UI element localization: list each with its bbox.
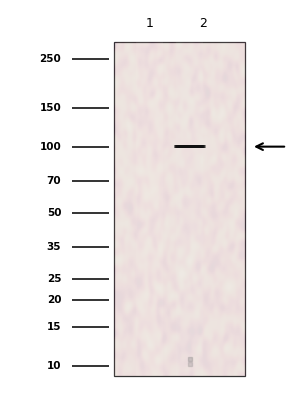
Bar — [136, 42, 163, 376]
Text: 70: 70 — [47, 176, 61, 186]
Text: 250: 250 — [39, 54, 61, 64]
Text: 35: 35 — [47, 242, 61, 252]
Text: 50: 50 — [47, 208, 61, 218]
Text: 2: 2 — [199, 17, 207, 30]
Bar — [176, 42, 203, 376]
Bar — [114, 42, 245, 376]
Text: 25: 25 — [47, 274, 61, 284]
Text: 100: 100 — [39, 142, 61, 152]
Text: 20: 20 — [47, 295, 61, 305]
Text: 10: 10 — [47, 361, 61, 371]
Text: 15: 15 — [47, 322, 61, 332]
Text: 1: 1 — [146, 17, 153, 30]
Text: 150: 150 — [39, 103, 61, 113]
